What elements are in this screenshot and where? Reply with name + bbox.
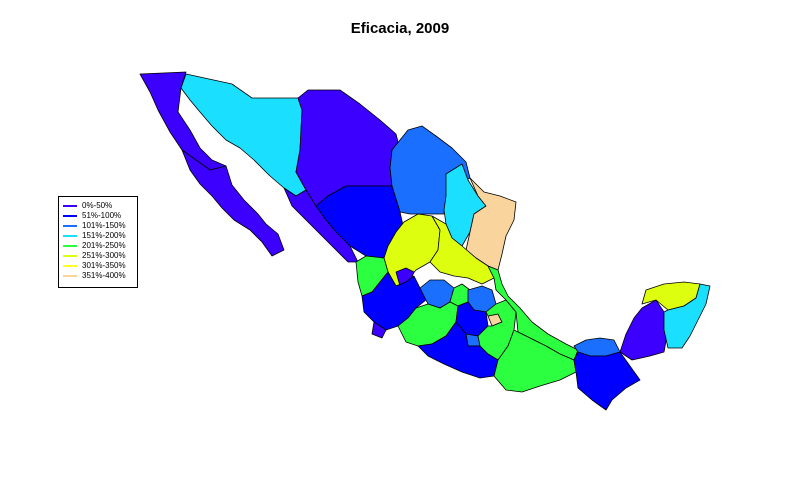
legend-label: 301%-350% <box>82 261 126 270</box>
legend-label: 101%-150% <box>82 221 126 230</box>
state-colima <box>371 321 387 339</box>
legend-item: 51%-100% <box>63 211 121 221</box>
legend-item: 201%-250% <box>63 241 126 251</box>
legend-label: 151%-200% <box>82 231 126 240</box>
legend-swatch <box>63 275 77 277</box>
legend-label: 251%-300% <box>82 251 126 260</box>
legend-swatch <box>63 215 77 217</box>
legend-swatch <box>63 265 77 267</box>
legend-label: 51%-100% <box>82 211 122 220</box>
state-chiapas <box>573 351 641 411</box>
state-baja-california-sur <box>181 149 285 257</box>
legend-swatch <box>63 225 77 227</box>
state-san-luis-potosi <box>429 215 495 285</box>
legend-label: 0%-50% <box>82 201 113 210</box>
state-sinaloa <box>283 187 359 263</box>
legend-swatch <box>63 255 77 257</box>
legend-item: 151%-200% <box>63 231 126 241</box>
legend-item: 251%-300% <box>63 251 126 261</box>
map-title: Eficacia, 2009 <box>350 20 450 37</box>
legend-swatch <box>63 205 77 207</box>
legend-item: 0%-50% <box>63 201 112 211</box>
state-quintana-roo <box>663 283 711 349</box>
legend-label: 201%-250% <box>82 241 126 250</box>
legend-swatch <box>63 235 77 237</box>
legend-swatch <box>63 245 77 247</box>
legend-item: 301%-350% <box>63 261 126 271</box>
state-campeche <box>619 299 669 361</box>
legend-label: 351%-400% <box>82 271 126 280</box>
state-guerrero <box>417 321 499 379</box>
legend: 0%-50% 51%-100% 101%-150% 151%-200% 201%… <box>58 196 138 288</box>
legend-item: 351%-400% <box>63 271 126 281</box>
legend-item: 101%-150% <box>63 221 126 231</box>
